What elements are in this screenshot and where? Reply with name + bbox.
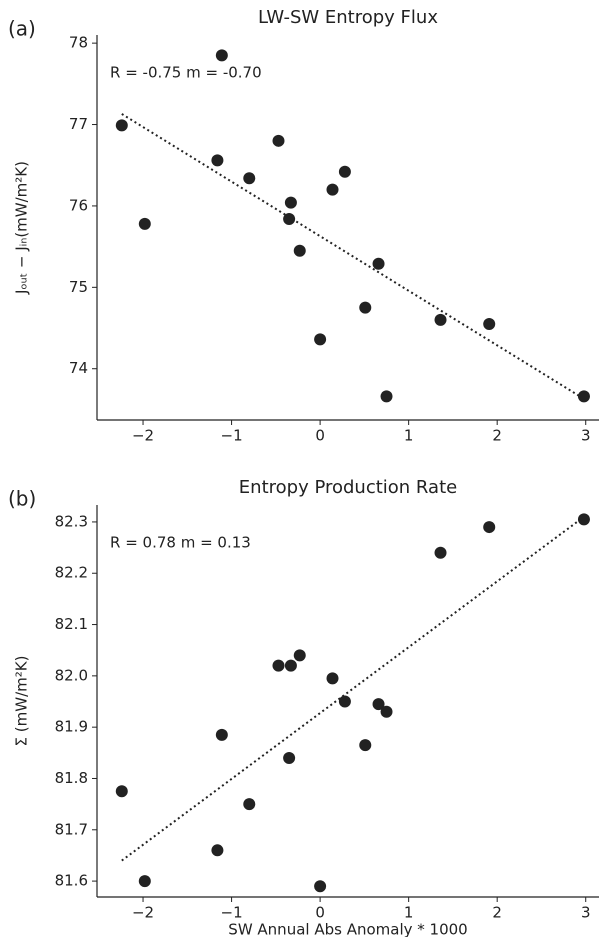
point [483,521,496,534]
point [283,212,296,225]
point [326,183,339,196]
point [338,695,351,708]
point [115,785,128,798]
point [115,119,128,132]
fit-line [121,515,585,862]
x-tick-label: 3 [581,427,591,445]
y-tick-label: 74 [69,359,88,377]
point [215,728,228,741]
point [138,875,151,888]
annotation: R = -0.75 m = -0.70 [110,64,262,82]
point [283,751,296,764]
chart-title: LW-SW Entropy Flux [258,7,438,28]
point [577,390,590,403]
point [284,659,297,672]
point [434,546,447,559]
annotation: R = 0.78 m = 0.13 [110,534,251,552]
panel-label: (b) [8,487,36,511]
point [243,172,256,185]
point [211,154,224,167]
x-tick-label: −1 [221,427,243,445]
x-tick-label: −2 [132,427,154,445]
point [372,698,385,711]
point [272,134,285,147]
y-tick-label: 75 [69,278,88,296]
point [577,513,590,526]
point [314,333,327,346]
point [215,49,228,62]
y-tick-label: 82.1 [55,615,88,633]
point [243,798,256,811]
y-tick-label: 82.3 [55,512,88,530]
point [272,659,285,672]
fit-line [121,113,585,400]
point [314,880,327,893]
x-tick-label: 1 [404,904,414,922]
point [380,390,393,403]
x-tick-label: 0 [315,427,325,445]
point [326,672,339,685]
chart-title: Entropy Production Rate [239,477,457,498]
x-tick-label: 2 [492,427,502,445]
y-axis-label: Jₒᵤₜ − Jᵢₙ(mW/m²K) [13,161,31,295]
y-tick-label: 81.8 [55,769,88,787]
point [483,317,496,330]
point [359,301,372,314]
panel-label: (a) [8,17,36,41]
y-tick-label: 82.0 [55,666,88,684]
point [293,649,306,662]
point [293,244,306,257]
x-tick-label: 0 [315,904,325,922]
point [434,313,447,326]
x-tick-label: −2 [132,904,154,922]
y-tick-label: 76 [69,196,88,214]
point [372,257,385,270]
y-axis-label: Σ (mW/m²K) [13,656,31,747]
y-tick-label: 77 [69,115,88,133]
y-tick-label: 78 [69,34,88,52]
x-axis-label: SW Annual Abs Anomaly * 1000 [228,921,467,938]
point [211,844,224,857]
y-tick-label: 81.7 [55,820,88,838]
x-tick-label: 3 [581,904,591,922]
y-tick-label: 81.6 [55,872,88,890]
point [338,165,351,178]
x-tick-label: −1 [221,904,243,922]
x-tick-label: 1 [404,427,414,445]
y-tick-label: 82.2 [55,564,88,582]
point [359,739,372,752]
x-tick-label: 2 [492,904,502,922]
point [284,196,297,209]
point [380,705,393,718]
y-tick-label: 81.9 [55,718,88,736]
point [138,217,151,230]
